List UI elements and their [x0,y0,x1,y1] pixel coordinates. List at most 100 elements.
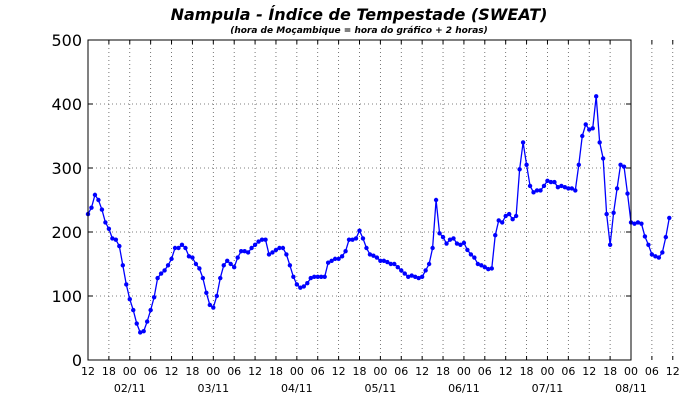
y-tick-label: 300 [51,159,82,178]
data-point [124,282,129,287]
chart-subtitle: (hora de Moçambique = hora do gráfico + … [230,26,488,36]
data-point [245,250,251,255]
day-label: 06/11 [448,382,480,395]
data-point [604,211,609,217]
x-tick-label: 18 [436,365,450,378]
data-point [287,263,293,268]
data-point [120,263,126,268]
data-point [566,186,571,191]
data-point [632,221,637,226]
data-point [500,220,505,225]
data-point [667,215,672,221]
data-point [576,162,581,167]
data-point [242,249,247,254]
x-tick-label: 06 [227,365,241,378]
x-tick-label: 18 [269,365,283,378]
x-tick-label: 06 [645,365,659,378]
data-point [580,133,585,139]
data-point [419,274,425,279]
x-tick-label: 18 [603,365,617,378]
data-point [649,252,655,257]
data-point [388,261,394,267]
data-point [89,205,94,210]
data-point [131,307,136,313]
data-point [555,185,561,190]
data-point [218,275,223,281]
data-point [660,250,665,255]
data-point [461,240,467,246]
data-point [562,185,568,190]
data-point [315,274,320,279]
series-line [87,96,670,334]
data-point [357,228,362,233]
data-point [458,242,463,247]
data-point [513,213,519,219]
x-tick-label: 18 [185,365,199,378]
data-point [402,271,407,276]
data-point [343,249,348,254]
data-point [169,256,174,262]
data-point [346,237,352,242]
data-point [559,183,564,189]
data-point [486,266,491,272]
x-tick-label: 12 [248,365,262,378]
data-point [294,282,300,287]
data-point [444,241,449,246]
data-point [663,234,669,240]
data-point [263,237,268,242]
data-point [416,275,421,281]
data-point [534,188,540,193]
x-tick-label: 12 [81,365,95,378]
data-point [197,266,202,271]
data-point [207,302,213,308]
data-point [583,122,588,127]
data-point [479,263,484,268]
data-point [148,307,153,313]
data-point [211,305,216,310]
data-point [225,258,230,263]
data-point [426,261,432,267]
data-point [656,255,662,260]
data-point [332,256,338,262]
data-point [134,321,139,326]
x-tick-label: 18 [102,365,116,378]
data-point [409,273,414,278]
x-tick-label: 12 [666,365,680,378]
data-point [103,220,108,225]
data-point [141,329,146,334]
data-point [433,197,439,203]
x-tick-label: 18 [353,365,367,378]
data-point [440,234,446,240]
data-point [308,275,313,281]
data-point [653,254,658,259]
data-point [110,236,115,241]
axes: 0 100 200 300 400 500 12 18 00 06 12 18 00 06 12 18 00 06… [51,31,680,396]
day-label: 03/11 [197,382,229,395]
data-point [231,265,237,270]
x-tick-label: 00 [290,365,304,378]
data-point [235,255,240,260]
x-tick-label: 06 [311,365,325,378]
data-point [96,197,101,203]
data-point [489,266,494,271]
day-label: 02/11 [114,382,146,395]
data-point [597,140,602,145]
data-point [621,164,627,169]
data-point [301,284,307,289]
x-tick-label: 00 [624,365,638,378]
data-point [381,258,387,263]
day-label: 07/11 [532,382,564,395]
data-point [635,220,641,225]
data-point [238,249,244,254]
data-point [399,268,404,273]
data-point [517,167,522,172]
x-tick-label: 00 [373,365,387,378]
y-tick-label: 0 [72,351,82,370]
data-point [639,221,644,226]
data-point [200,275,206,281]
data-point [256,239,261,244]
data-point [412,274,418,279]
data-point [524,162,529,167]
data-point [385,259,390,265]
data-point [280,245,286,251]
